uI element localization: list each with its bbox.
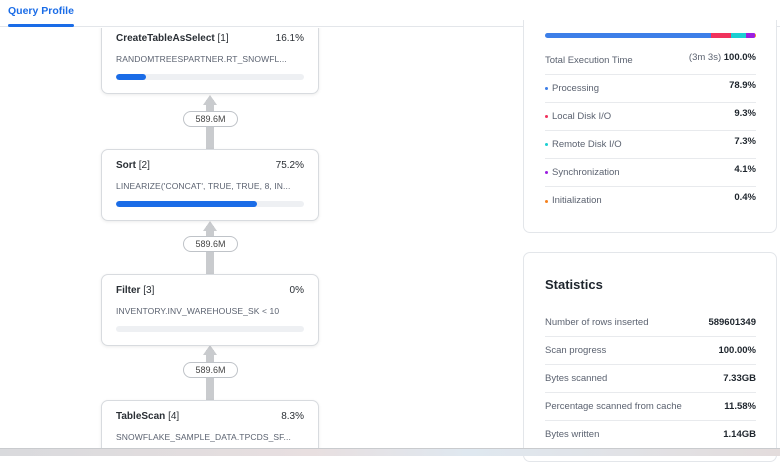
- operator-node-sort[interactable]: Sort [2] 75.2% LINEARIZE('CONCAT', TRUE,…: [101, 149, 319, 221]
- dot-icon: [545, 199, 548, 203]
- node-name: Filter: [116, 285, 141, 296]
- operator-node-table-scan[interactable]: TableScan [4] 8.3% SNOWFLAKE_SAMPLE_DATA…: [101, 400, 319, 448]
- node-progress-bar: [116, 74, 304, 80]
- operator-node-create-table-as-select[interactable]: CreateTableAsSelect [1] 16.1% RANDOMTREE…: [101, 28, 319, 94]
- node-description: LINEARIZE('CONCAT', TRUE, TRUE, 8, IN...: [116, 181, 291, 191]
- tab-query-profile[interactable]: Query Profile: [8, 5, 74, 17]
- execution-breakdown-list: Total Execution Time (3m 3s) 100.0% Proc…: [545, 47, 756, 215]
- node-description: INVENTORY.INV_WAREHOUSE_SK < 10: [116, 306, 280, 316]
- node-progress-bar: [116, 201, 304, 207]
- stat-row-bytes-written: Bytes written 1.14GB: [545, 421, 756, 449]
- node-percent: 8.3%: [281, 411, 304, 422]
- edge-row-count: 589.6M: [183, 236, 238, 252]
- node-description: RANDOMTREESPARTNER.RT_SNOWFL...: [116, 54, 287, 64]
- node-description: SNOWFLAKE_SAMPLE_DATA.TPCDS_SF...: [116, 432, 291, 442]
- stat-row-scan-progress: Scan progress 100.00%: [545, 337, 756, 365]
- dot-icon: [545, 143, 548, 146]
- node-progress-bar: [116, 326, 304, 332]
- breakdown-row-processing: Processing 78.9%: [545, 75, 756, 103]
- arrow-up-icon: [203, 95, 217, 105]
- dot-icon: [545, 115, 548, 118]
- segment-local-disk-io: [711, 33, 732, 38]
- stat-row-cache-percentage: Percentage scanned from cache 11.58%: [545, 393, 756, 421]
- total-execution-row: Total Execution Time (3m 3s) 100.0%: [545, 47, 756, 75]
- breakdown-row-initialization: Initialization 0.4%: [545, 187, 756, 215]
- breakdown-row-local-disk-io: Local Disk I/O 9.3%: [545, 103, 756, 131]
- statistics-panel: Statistics Number of rows inserted 589601…: [523, 252, 777, 462]
- dot-icon: [545, 171, 548, 174]
- dot-icon: [545, 87, 548, 90]
- tab-bar: Query Profile: [0, 0, 780, 27]
- active-tab-indicator: [8, 24, 74, 27]
- breakdown-row-remote-disk-io: Remote Disk I/O 7.3%: [545, 131, 756, 159]
- node-name: CreateTableAsSelect: [116, 33, 215, 44]
- node-percent: 0%: [289, 285, 304, 296]
- node-id: [2]: [138, 160, 150, 171]
- segment-remote-disk-io: [731, 33, 747, 38]
- stat-row-rows-inserted: Number of rows inserted 589601349: [545, 309, 756, 337]
- window-bottom-edge: [0, 448, 780, 456]
- breakdown-row-synchronization: Synchronization 4.1%: [545, 159, 756, 187]
- statistics-title: Statistics: [545, 277, 603, 292]
- segment-initialization: [755, 33, 756, 38]
- execution-time-panel: Total Execution Time (3m 3s) 100.0% Proc…: [523, 20, 777, 233]
- stat-row-bytes-scanned: Bytes scanned 7.33GB: [545, 365, 756, 393]
- total-percent: 100.0%: [723, 52, 756, 63]
- arrow-up-icon: [203, 221, 217, 231]
- node-name: TableScan: [116, 411, 166, 422]
- statistics-list: Number of rows inserted 589601349 Scan pr…: [545, 309, 756, 449]
- node-id: [4]: [168, 411, 180, 422]
- edge-row-count: 589.6M: [183, 111, 238, 127]
- operator-node-filter[interactable]: Filter [3] 0% INVENTORY.INV_WAREHOUSE_SK…: [101, 274, 319, 346]
- edge-row-count: 589.6M: [183, 362, 238, 378]
- node-id: [3]: [143, 285, 155, 296]
- execution-breakdown-bar: [545, 33, 756, 38]
- arrow-up-icon: [203, 345, 217, 355]
- operator-tree-canvas[interactable]: 589.6M 589.6M 589.6M CreateTableAsSelect…: [0, 28, 520, 448]
- segment-processing: [545, 33, 712, 38]
- node-id: [1]: [217, 33, 229, 44]
- node-name: Sort: [116, 160, 136, 171]
- total-duration: (3m 3s): [688, 52, 722, 63]
- segment-synchronization: [746, 33, 756, 38]
- total-execution-label: Total Execution Time: [545, 54, 633, 66]
- node-percent: 16.1%: [275, 33, 304, 44]
- node-percent: 75.2%: [275, 160, 304, 171]
